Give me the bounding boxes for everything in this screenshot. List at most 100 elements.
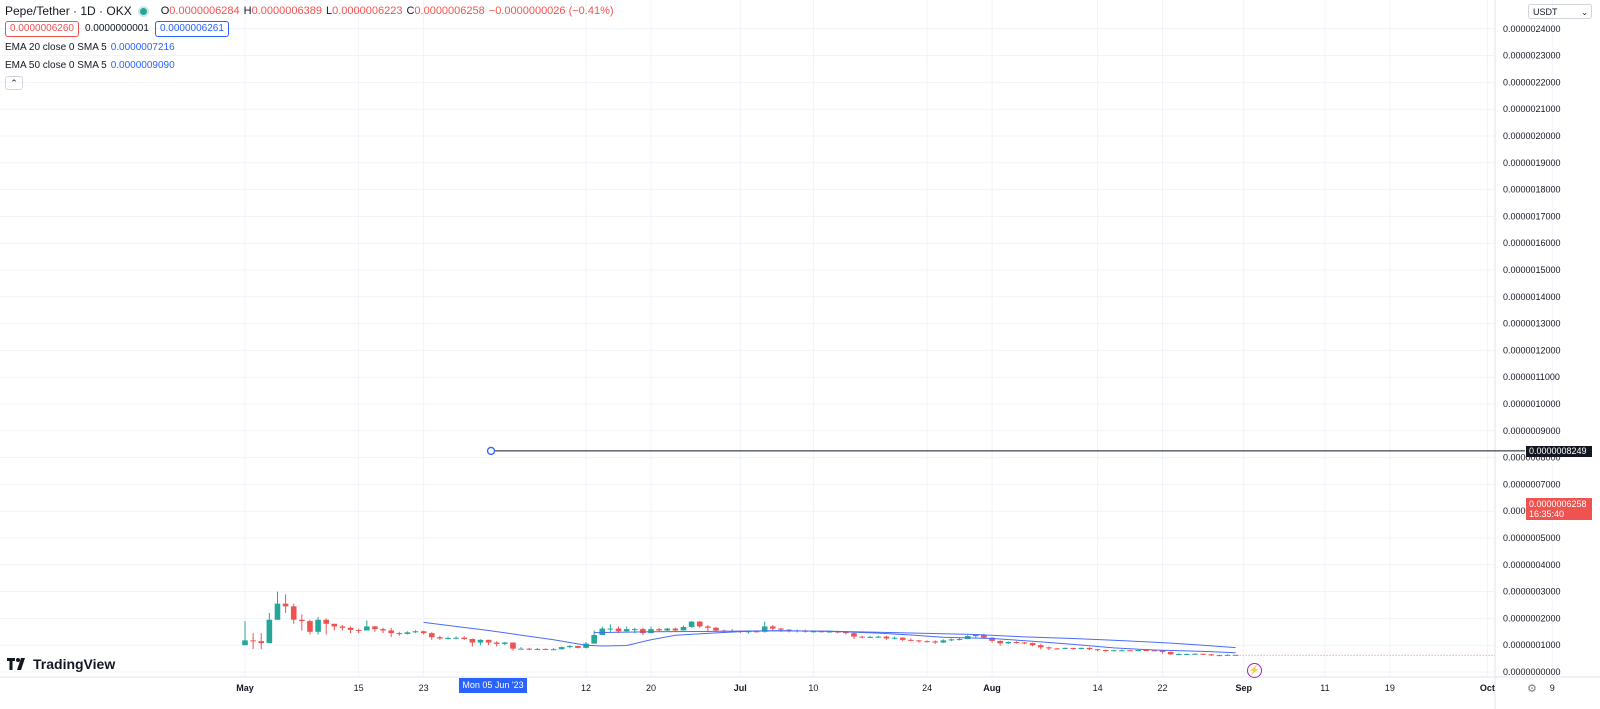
buy-price-button[interactable]: 0.0000006261 bbox=[154, 21, 229, 37]
candle bbox=[1216, 654, 1223, 657]
candle bbox=[339, 625, 346, 631]
candle bbox=[1086, 647, 1093, 651]
candle-body bbox=[526, 648, 532, 650]
candle-body bbox=[1046, 647, 1052, 649]
x-tick-label: 12 bbox=[581, 683, 591, 693]
indicator-ema20[interactable]: EMA 20 close 0 SMA 5 0.0000007216 bbox=[5, 42, 175, 53]
candle-body bbox=[1119, 650, 1125, 652]
x-tick-label: Oct bbox=[1480, 683, 1495, 693]
hline-price-label: 0.0000008249 bbox=[1526, 446, 1592, 457]
candle bbox=[1127, 649, 1133, 652]
candle-body bbox=[1070, 647, 1077, 649]
candle-body bbox=[469, 639, 476, 643]
candle bbox=[485, 639, 492, 646]
candle-body bbox=[1021, 642, 1028, 644]
time-axis[interactable]: May15231220Jul1024Aug1422Sep1119Oct91623 bbox=[236, 683, 1600, 693]
candle-body bbox=[981, 634, 987, 638]
tradingview-logo[interactable]: TradingView bbox=[7, 656, 115, 672]
candle bbox=[534, 647, 541, 651]
currency-select[interactable]: USDT ⌄ bbox=[1528, 4, 1592, 19]
price-axis[interactable]: 0.0000000000 0.0000001000 0.0000002000 0.00… bbox=[1503, 24, 1561, 677]
y-tick-label: 0.0000000000 bbox=[1503, 667, 1561, 677]
candle bbox=[323, 618, 329, 635]
candle-body bbox=[461, 637, 468, 640]
x-tick-label: May bbox=[236, 683, 254, 693]
candle bbox=[664, 627, 671, 632]
candle-body bbox=[1013, 641, 1020, 643]
candle-body bbox=[339, 626, 346, 628]
candle-body bbox=[437, 637, 443, 639]
candle-body bbox=[656, 629, 662, 631]
candle bbox=[567, 645, 573, 649]
gear-icon[interactable]: ⚙ bbox=[1527, 683, 1537, 695]
candle bbox=[883, 635, 890, 640]
candle bbox=[656, 627, 662, 632]
lightning-icon[interactable]: ⚡ bbox=[1247, 663, 1262, 678]
candle-body bbox=[883, 636, 890, 639]
x-tick-label: 19 bbox=[1385, 683, 1395, 693]
market-status-icon bbox=[139, 7, 147, 15]
x-tick-label: Jul bbox=[734, 683, 747, 693]
y-tick-label: 0.0000017000 bbox=[1503, 211, 1561, 221]
y-tick-label: 0.0000002000 bbox=[1503, 613, 1561, 623]
y-tick-label: 0.0000011000 bbox=[1503, 372, 1560, 382]
candle bbox=[364, 620, 370, 631]
candle-body bbox=[899, 637, 906, 640]
candle bbox=[542, 648, 549, 651]
candle-body bbox=[623, 629, 630, 632]
candle-body bbox=[485, 639, 492, 643]
symbol-title[interactable]: Pepe/Tether · 1D · OKX bbox=[5, 4, 132, 18]
candle-body bbox=[323, 619, 329, 624]
ema-layer bbox=[423, 621, 1236, 654]
horizontal-line-drawing[interactable] bbox=[486, 446, 1525, 656]
ohlc-high: 0.0000006389 bbox=[251, 5, 322, 17]
candle-body bbox=[875, 636, 882, 638]
x-tick-label: 24 bbox=[922, 683, 932, 693]
candle-body bbox=[1208, 654, 1215, 656]
candle-body bbox=[778, 628, 784, 630]
candle-body bbox=[583, 643, 589, 648]
candle bbox=[372, 625, 378, 632]
candle-body bbox=[534, 648, 541, 650]
candle-body bbox=[518, 648, 524, 650]
candle bbox=[461, 636, 468, 640]
y-tick-label: 0.0000014000 bbox=[1503, 292, 1561, 302]
candle bbox=[282, 594, 289, 614]
hline-anchor-handle bbox=[486, 446, 496, 456]
sell-price-button[interactable]: 0.0000006260 bbox=[5, 21, 79, 37]
candle-body bbox=[347, 627, 354, 630]
candle-body bbox=[1216, 655, 1223, 657]
ohlc-change: −0.0000000026 (−0.41%) bbox=[488, 5, 614, 17]
candle-body bbox=[1143, 650, 1150, 652]
candle-body bbox=[1159, 650, 1166, 652]
candle-body bbox=[818, 631, 825, 633]
candle-body bbox=[542, 648, 549, 650]
candle bbox=[493, 641, 500, 647]
candle bbox=[250, 633, 256, 650]
candle bbox=[274, 591, 281, 620]
y-tick-label: 0.0000005000 bbox=[1503, 533, 1561, 543]
candle bbox=[1102, 649, 1109, 652]
candle-body bbox=[867, 636, 874, 638]
candle bbox=[575, 645, 581, 649]
candle-body bbox=[567, 646, 573, 648]
candle-body bbox=[1094, 649, 1101, 651]
collapse-legend-button[interactable]: ⌃ bbox=[5, 76, 23, 90]
candle-body bbox=[631, 629, 638, 631]
candle bbox=[1021, 641, 1028, 645]
candle-body bbox=[396, 633, 403, 635]
candle bbox=[477, 639, 484, 646]
candle-body bbox=[282, 603, 289, 607]
candle-body bbox=[510, 642, 516, 649]
candle bbox=[640, 627, 646, 636]
candle bbox=[380, 627, 386, 634]
indicator-ema50[interactable]: EMA 50 close 0 SMA 5 0.0000009090 bbox=[5, 60, 175, 71]
candle-body bbox=[1102, 650, 1109, 652]
candle bbox=[908, 638, 914, 642]
x-tick-label: 15 bbox=[354, 683, 364, 693]
candle bbox=[672, 627, 679, 632]
candle-body bbox=[891, 637, 898, 639]
candle-body bbox=[843, 631, 849, 634]
candle bbox=[891, 636, 898, 640]
